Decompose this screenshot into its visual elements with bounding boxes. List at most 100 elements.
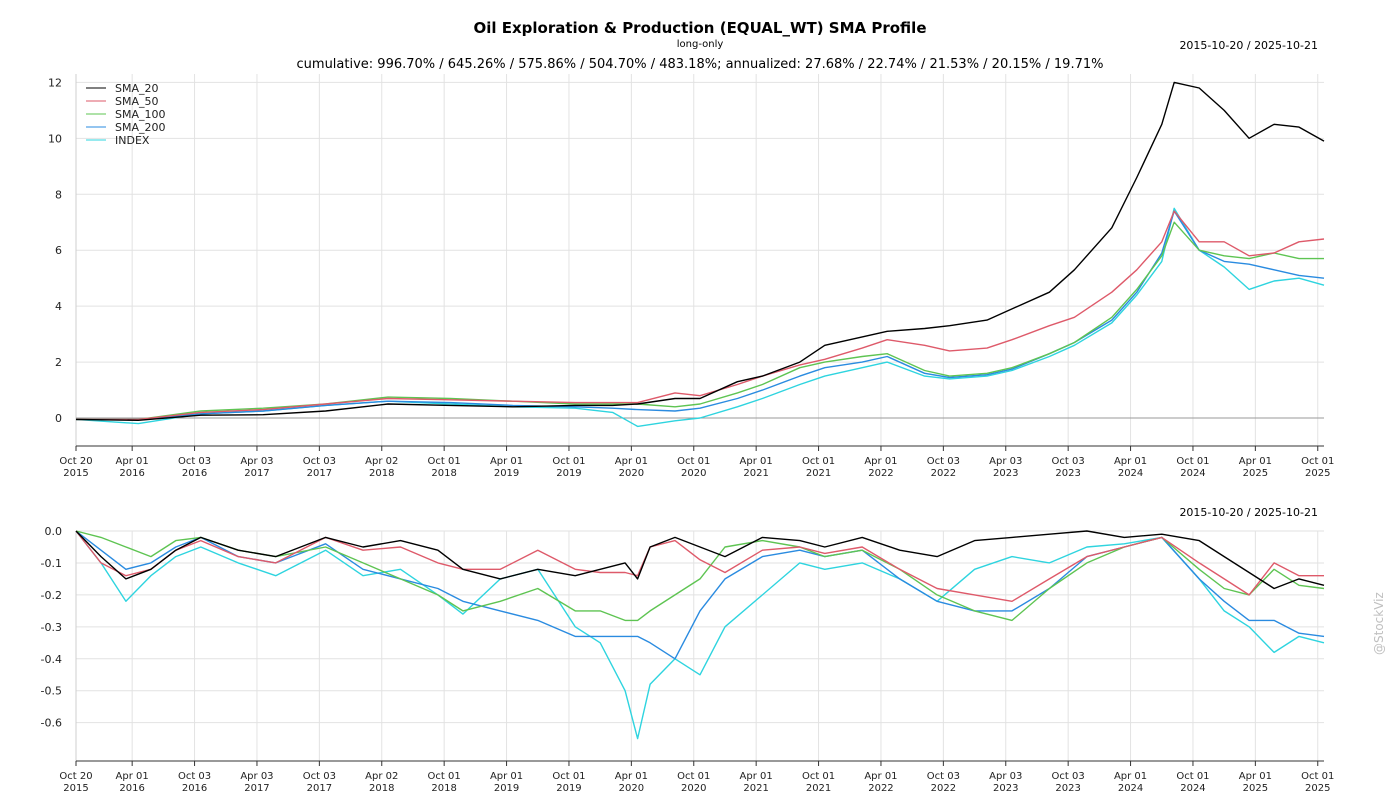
x-tick-label: Apr 01	[864, 771, 897, 782]
y-tick-label: 10	[48, 132, 62, 145]
x-tick-year: 2016	[182, 783, 207, 794]
chart-title: Oil Exploration & Production (EQUAL_WT) …	[473, 19, 927, 37]
legend-label: SMA_20	[115, 82, 159, 95]
y-tick-label: 0.0	[45, 525, 63, 538]
x-tick-label: Oct 20	[59, 771, 92, 782]
y-tick-label: 0	[55, 412, 62, 425]
x-tick-year: 2015	[63, 783, 88, 794]
x-tick-label: Oct 01	[677, 771, 710, 782]
x-tick-year: 2017	[244, 468, 269, 479]
series-line-sma-200	[76, 210, 1325, 421]
x-tick-label: Oct 01	[1301, 456, 1334, 467]
x-tick-label: Oct 03	[303, 771, 336, 782]
x-tick-year: 2024	[1180, 783, 1205, 794]
x-tick-label: Apr 01	[490, 456, 523, 467]
x-tick-year: 2021	[743, 468, 768, 479]
legend-label: SMA_200	[115, 121, 166, 134]
x-tick-year: 2023	[1055, 468, 1080, 479]
series-line-sma-20	[75, 530, 1325, 590]
x-tick-label: Oct 01	[802, 456, 835, 467]
x-tick-label: Oct 01	[552, 771, 585, 782]
x-tick-label: Oct 01	[552, 456, 585, 467]
x-tick-label: Apr 02	[365, 456, 398, 467]
x-tick-label: Oct 03	[927, 456, 960, 467]
series-line-index	[75, 207, 1325, 428]
x-tick-label: Apr 03	[989, 456, 1022, 467]
x-tick-year: 2016	[119, 783, 144, 794]
x-tick-year: 2018	[431, 468, 456, 479]
y-tick-label: 6	[55, 244, 62, 257]
x-tick-label: Oct 03	[1052, 456, 1085, 467]
x-tick-year: 2024	[1118, 783, 1143, 794]
x-tick-label: Apr 01	[116, 771, 149, 782]
x-tick-year: 2017	[307, 783, 332, 794]
x-tick-year: 2025	[1243, 468, 1268, 479]
x-tick-label: Apr 03	[240, 456, 273, 467]
x-tick-year: 2021	[806, 783, 831, 794]
x-tick-label: Oct 01	[677, 456, 710, 467]
x-tick-year: 2025	[1305, 468, 1330, 479]
x-tick-year: 2019	[494, 468, 519, 479]
x-tick-label: Oct 03	[178, 771, 211, 782]
series-line-sma-50	[75, 530, 1324, 602]
legend-label: INDEX	[115, 134, 150, 147]
x-tick-year: 2023	[993, 783, 1018, 794]
x-tick-year: 2018	[369, 468, 394, 479]
series-line-sma-50	[76, 210, 1325, 421]
x-tick-label: Apr 02	[365, 771, 398, 782]
y-tick-label: -0.2	[41, 589, 62, 602]
x-tick-label: Oct 03	[178, 456, 211, 467]
date-range-bottom: 2015-10-20 / 2025-10-21	[1179, 506, 1318, 519]
x-tick-label: Oct 01	[802, 771, 835, 782]
y-tick-label: 4	[55, 300, 62, 313]
x-tick-label: Apr 01	[615, 456, 648, 467]
y-tick-label: 2	[55, 356, 62, 369]
x-tick-year: 2015	[63, 468, 88, 479]
series-line-sma-100	[76, 221, 1324, 421]
x-tick-label: Oct 03	[1052, 771, 1085, 782]
x-tick-label: Apr 01	[1239, 771, 1272, 782]
x-tick-label: Apr 03	[989, 771, 1022, 782]
x-tick-year: 2022	[868, 468, 893, 479]
chart-subtitle: long-only	[676, 39, 724, 50]
x-tick-label: Oct 01	[1176, 771, 1209, 782]
x-tick-year: 2019	[556, 783, 581, 794]
x-tick-label: Oct 01	[1176, 456, 1209, 467]
series-line-index	[75, 530, 1325, 740]
x-tick-year: 2024	[1180, 468, 1205, 479]
x-tick-label: Oct 01	[428, 771, 461, 782]
x-tick-year: 2025	[1305, 783, 1330, 794]
x-tick-label: Oct 01	[1301, 771, 1334, 782]
x-tick-year: 2022	[868, 783, 893, 794]
y-tick-label: -0.6	[41, 717, 62, 730]
x-tick-year: 2018	[369, 783, 394, 794]
x-tick-year: 2023	[1055, 783, 1080, 794]
x-tick-label: Oct 20	[59, 456, 92, 467]
x-tick-label: Apr 01	[116, 456, 149, 467]
x-tick-year: 2021	[806, 468, 831, 479]
x-tick-year: 2017	[307, 468, 332, 479]
performance-stats: cumulative: 996.70% / 645.26% / 575.86% …	[296, 57, 1104, 72]
y-tick-label: -0.4	[41, 653, 62, 666]
x-tick-label: Apr 01	[740, 456, 773, 467]
x-tick-label: Apr 01	[1114, 456, 1147, 467]
x-tick-year: 2019	[494, 783, 519, 794]
x-tick-label: Apr 01	[740, 771, 773, 782]
x-tick-year: 2019	[556, 468, 581, 479]
x-tick-label: Apr 01	[1239, 456, 1272, 467]
y-tick-label: -0.3	[41, 621, 62, 634]
x-tick-label: Oct 03	[303, 456, 336, 467]
x-tick-label: Apr 01	[490, 771, 523, 782]
x-tick-year: 2016	[119, 468, 144, 479]
x-tick-label: Oct 01	[428, 456, 461, 467]
x-tick-year: 2021	[743, 783, 768, 794]
x-tick-year: 2017	[244, 783, 269, 794]
series-line-sma-20	[75, 81, 1325, 421]
x-tick-year: 2025	[1243, 783, 1268, 794]
x-tick-year: 2020	[619, 783, 644, 794]
x-tick-year: 2018	[431, 783, 456, 794]
